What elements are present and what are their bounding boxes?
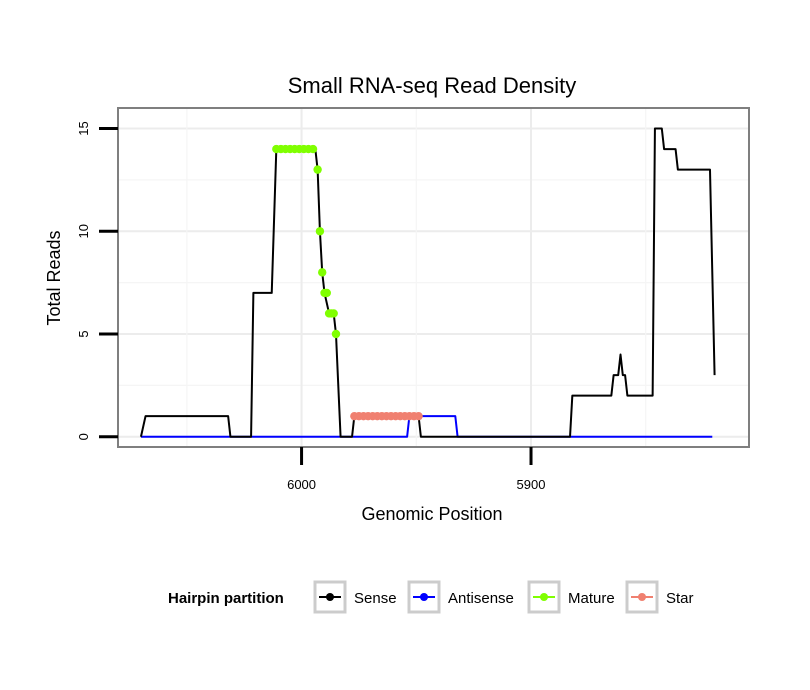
legend: Hairpin partition Sense Antisense Mature St…: [168, 580, 694, 614]
series-line-antisense: [140, 415, 713, 438]
x-tick-label: 6000: [287, 477, 316, 492]
plot-series: [139, 127, 716, 438]
point-mature: [313, 165, 322, 174]
legend-key-point: [638, 593, 646, 601]
x-tick-label: 5900: [517, 477, 546, 492]
point-mature: [315, 227, 325, 236]
point-star: [414, 411, 423, 421]
legend-key-point: [540, 593, 548, 601]
y-tick-label: 10: [76, 224, 91, 238]
legend-label-sense: Sense: [354, 590, 397, 607]
plot-frame: [117, 107, 750, 448]
point-mature: [331, 329, 341, 339]
y-tick-label: 5: [76, 330, 91, 337]
legend-item-antisense: Antisense: [407, 580, 514, 614]
plot-grid: [118, 108, 749, 447]
point-mature: [322, 288, 332, 298]
y-tick-label: 15: [76, 121, 91, 135]
y-axis-label: Total Reads: [44, 230, 64, 325]
plot-axes: 0 5 10 15 6000 5900: [76, 121, 545, 492]
x-axis-label: Genomic Position: [361, 504, 502, 524]
point-mature: [318, 268, 327, 277]
legend-item-mature: Mature: [527, 580, 615, 614]
legend-label-antisense: Antisense: [448, 590, 514, 607]
legend-item-star: Star: [625, 580, 694, 614]
y-tick-label: 0: [76, 433, 91, 440]
legend-key-point: [420, 593, 428, 601]
chart-title: Small RNA-seq Read Density: [288, 73, 577, 98]
legend-title: Hairpin partition: [168, 590, 284, 607]
legend-label-mature: Mature: [568, 590, 615, 607]
legend-label-star: Star: [666, 590, 694, 607]
legend-key-point: [326, 593, 334, 601]
legend-item-sense: Sense: [313, 580, 397, 614]
point-mature: [308, 144, 318, 154]
point-mature: [329, 309, 338, 318]
